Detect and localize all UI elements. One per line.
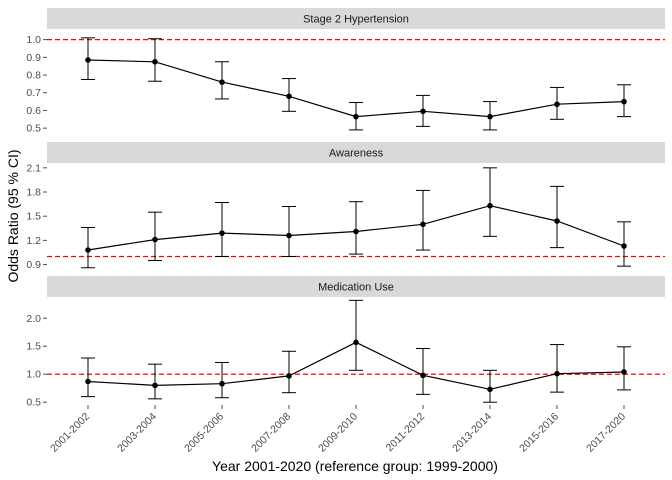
data-point (353, 228, 359, 235)
x-tick-label: 2009-2010 (316, 411, 360, 455)
error-bar (148, 363, 162, 400)
data-point (286, 93, 292, 100)
panel-2: Awareness 0.9 1.2 1.5 1.8 2.1 (26, 142, 665, 271)
x-axis-title: Year 2001-2020 (reference group: 1999-20… (212, 458, 498, 474)
data-point (219, 79, 225, 85)
error-bar (349, 299, 363, 371)
data-point (85, 378, 91, 385)
data-point (152, 382, 158, 389)
x-tick-label: 2007-2008 (249, 411, 293, 455)
data-point (85, 57, 91, 63)
error-bar (617, 346, 631, 391)
y-tick-label: 0.8 (26, 70, 41, 82)
x-tick-label: 2001-2002 (48, 411, 92, 455)
error-bar (282, 206, 296, 257)
error-bar (349, 201, 363, 255)
panels-layer: Stage 2 Hypertension 0.5 0.6 0.7 0.8 0.9 1.0 Aw… (26, 8, 665, 409)
x-tick-label: 2011-2012 (384, 411, 428, 455)
data-point (554, 370, 560, 377)
data-point (487, 202, 493, 209)
error-bar (483, 167, 497, 237)
error-bar (550, 185, 564, 249)
data-point (85, 247, 91, 253)
x-tick-label: 2005-2006 (182, 411, 226, 455)
y-tick-label: 0.6 (26, 105, 41, 117)
error-bar (550, 344, 564, 393)
y-tick-label: 2.0 (26, 313, 41, 325)
data-point (621, 243, 627, 249)
panel-1: Stage 2 Hypertension 0.5 0.6 0.7 0.8 0.9 1.0 (26, 8, 665, 135)
data-point (353, 339, 359, 346)
y-tick-label: 1.5 (26, 211, 41, 223)
error-bar (282, 350, 296, 394)
y-tick-label: 1.0 (26, 369, 41, 381)
panel-title: Medication Use (318, 282, 394, 294)
x-axis: 2001-2002 2003-2004 2005-2006 2007-2008 2009… (48, 405, 628, 455)
data-point (621, 369, 627, 375)
panel-title: Awareness (329, 148, 384, 160)
data-point (487, 386, 493, 393)
y-tick-label: 1.8 (26, 187, 41, 199)
error-bar (483, 369, 497, 403)
data-point (420, 372, 426, 379)
data-point (152, 236, 158, 243)
error-bar (416, 347, 430, 395)
data-point (420, 108, 426, 115)
error-bar (81, 357, 95, 398)
panel-strip (47, 8, 665, 29)
data-point (554, 101, 560, 108)
y-tick-label: 0.9 (26, 52, 41, 64)
panel-3: Medication Use 0.5 1.0 1.5 2.0 (26, 276, 665, 409)
error-bar (215, 361, 229, 399)
panel-title: Stage 2 Hypertension (303, 14, 409, 26)
x-tick-label: 2017-2020 (584, 411, 628, 455)
error-bar (416, 189, 430, 251)
panel-strip (47, 276, 665, 297)
y-tick-label: 1.2 (26, 235, 41, 247)
x-tick-label: 2015-2016 (517, 411, 561, 455)
y-axis-title: Odds Ratio (95 % CI) (5, 149, 21, 282)
data-point (353, 113, 359, 120)
x-tick-label: 2013-2014 (450, 411, 494, 455)
y-tick-label: 0.9 (26, 259, 41, 271)
y-tick-label: 0.7 (26, 87, 41, 99)
y-tick-label: 0.5 (26, 123, 41, 135)
error-bar (215, 201, 229, 257)
data-point (152, 58, 158, 65)
data-point (554, 218, 560, 224)
y-tick-label: 2.1 (26, 162, 41, 174)
data-point (286, 373, 292, 379)
y-tick-label: 1.5 (26, 341, 41, 353)
x-tick-label: 2003-2004 (115, 411, 159, 455)
data-point (621, 98, 627, 105)
data-point (420, 221, 426, 228)
data-point (219, 380, 225, 387)
data-point (286, 232, 292, 239)
y-tick-label: 0.5 (26, 397, 41, 409)
panel-strip (47, 142, 665, 163)
data-point (219, 230, 225, 236)
y-tick-label: 1.0 (26, 34, 41, 46)
error-bar (148, 211, 162, 262)
data-point (487, 113, 493, 120)
